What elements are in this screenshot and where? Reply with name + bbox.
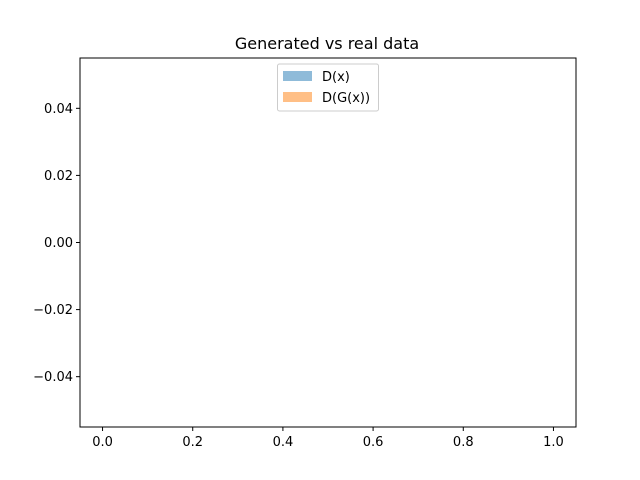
chart-title: Generated vs real data [235,34,419,53]
y-tick-label: −0.04 [33,370,73,385]
legend: D(x) D(G(x)) [277,63,379,112]
y-axis: 0.04 0.02 0.00 −0.02 −0.04 [33,102,80,385]
x-tick-label: 0.8 [453,435,474,450]
y-tick-label: −0.02 [33,303,73,318]
legend-swatch-d-x [283,71,312,81]
x-tick-label: 0.6 [363,435,384,450]
x-tick-label: 1.0 [543,435,564,450]
y-tick-label: 0.02 [44,169,73,184]
x-tick-label: 0.4 [273,435,294,450]
plot-area [79,57,577,428]
legend-label-d-x: D(x) [322,70,350,85]
y-tick-label: 0.00 [44,236,73,251]
legend-label-d-g-x: D(G(x)) [322,91,370,106]
x-tick-label: 0.0 [92,435,113,450]
y-tick-label: 0.04 [44,102,73,117]
legend-swatch-d-g-x [283,92,312,102]
x-axis: 0.0 0.2 0.4 0.6 0.8 1.0 [92,427,564,450]
x-tick-label: 0.2 [182,435,203,450]
